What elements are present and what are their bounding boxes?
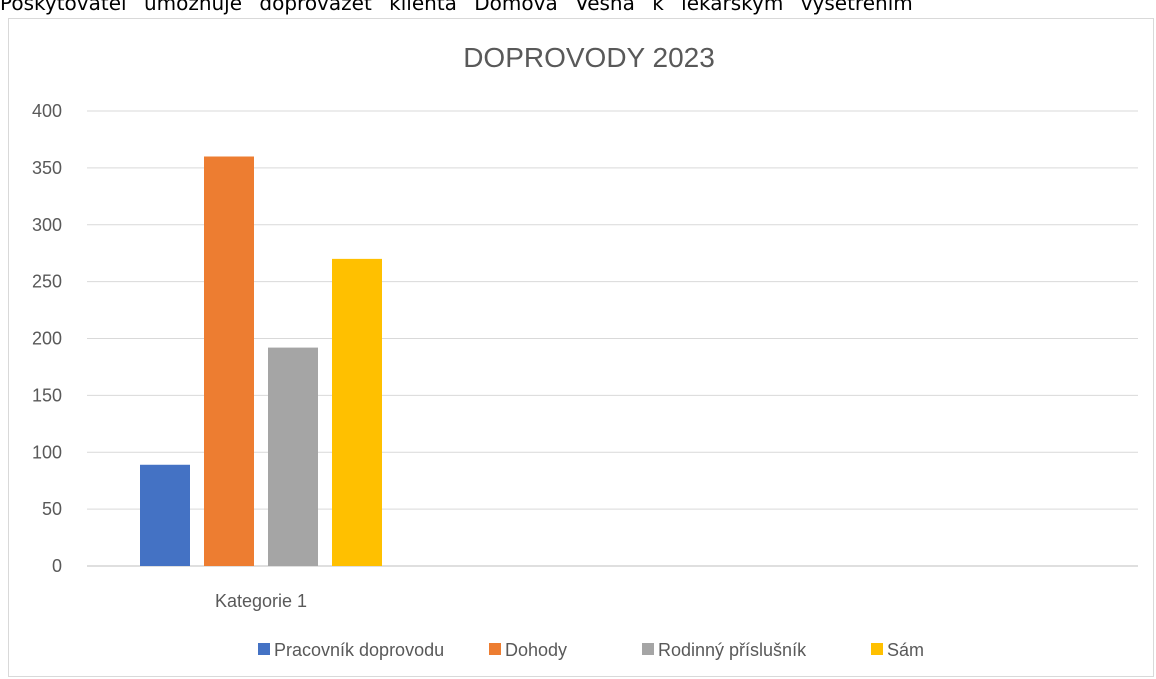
y-axis: 0 50 100 150 200 250 300 350 400 (32, 101, 62, 576)
gridlines (87, 110, 1138, 567)
chart-frame (8, 18, 1154, 677)
bars (140, 156, 382, 566)
y-tick-label: 400 (32, 101, 62, 121)
x-axis: Kategorie 1 (215, 591, 307, 611)
y-tick-label: 0 (52, 556, 62, 576)
chart-title: DOPROVODY 2023 (463, 42, 715, 73)
y-tick-label: 350 (32, 158, 62, 178)
legend-swatch (642, 643, 654, 655)
y-tick-label: 50 (42, 499, 62, 519)
y-tick-label: 250 (32, 272, 62, 292)
legend-swatch (489, 643, 501, 655)
y-tick-label: 300 (32, 215, 62, 235)
y-tick-label: 200 (32, 329, 62, 349)
bar-1 (140, 464, 190, 566)
bar-2 (204, 156, 254, 566)
document-text-line: Poskytovatel umožňuje doprovázet klienta… (0, 0, 913, 15)
y-tick-label: 150 (32, 385, 62, 405)
legend-label: Rodinný příslušník (658, 640, 807, 660)
legend-swatch (258, 643, 270, 655)
bar-3 (268, 347, 318, 566)
legend-swatch (871, 643, 883, 655)
legend-label: Pracovník doprovodu (274, 640, 444, 660)
legend: Pracovník doprovodu Dohody Rodinný přísluš… (258, 640, 924, 660)
legend-label: Dohody (505, 640, 567, 660)
y-tick-label: 100 (32, 442, 62, 462)
legend-label: Sám (887, 640, 924, 660)
x-category-label: Kategorie 1 (215, 591, 307, 611)
bar-4 (332, 258, 382, 566)
